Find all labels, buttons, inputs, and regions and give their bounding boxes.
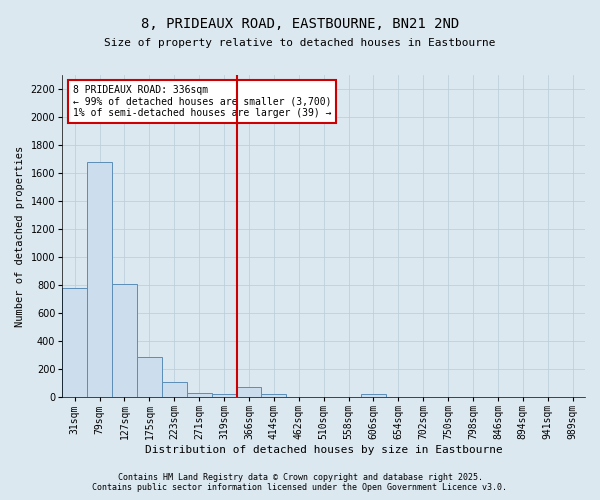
Text: Size of property relative to detached houses in Eastbourne: Size of property relative to detached ho…: [104, 38, 496, 48]
Bar: [236, 388, 262, 397]
Bar: [187, 393, 212, 397]
Bar: [162, 382, 187, 397]
Bar: [262, 394, 286, 397]
Text: 8 PRIDEAUX ROAD: 336sqm
← 99% of detached houses are smaller (3,700)
1% of semi-: 8 PRIDEAUX ROAD: 336sqm ← 99% of detache…: [73, 84, 331, 118]
X-axis label: Distribution of detached houses by size in Eastbourne: Distribution of detached houses by size …: [145, 445, 503, 455]
Text: Contains HM Land Registry data © Crown copyright and database right 2025.: Contains HM Land Registry data © Crown c…: [118, 474, 482, 482]
Y-axis label: Number of detached properties: Number of detached properties: [15, 146, 25, 327]
Bar: [62, 288, 87, 397]
Text: Contains public sector information licensed under the Open Government Licence v3: Contains public sector information licen…: [92, 484, 508, 492]
Bar: [137, 356, 162, 397]
Text: 8, PRIDEAUX ROAD, EASTBOURNE, BN21 2ND: 8, PRIDEAUX ROAD, EASTBOURNE, BN21 2ND: [141, 18, 459, 32]
Bar: [112, 284, 137, 397]
Bar: [361, 394, 386, 397]
Bar: [87, 162, 112, 397]
Bar: [212, 394, 236, 397]
